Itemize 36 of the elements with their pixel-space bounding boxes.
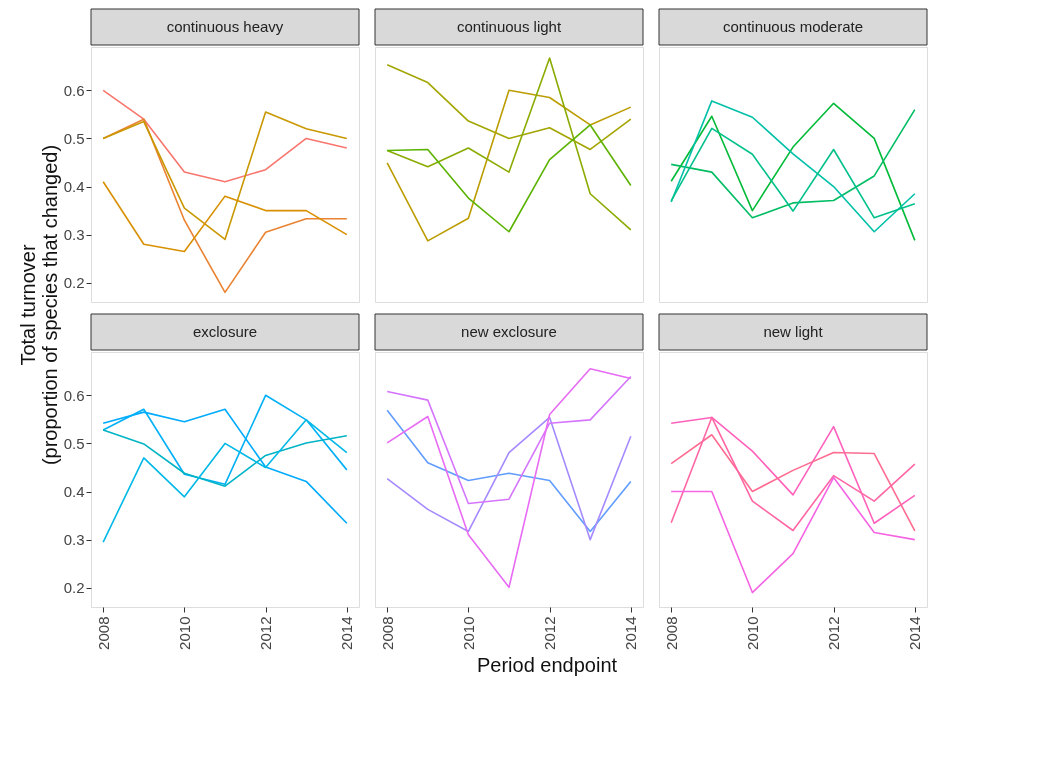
line-series (102, 118, 348, 294)
y-tick-label: 0.3 (63, 226, 85, 244)
y-tick-label: 0.4 (63, 178, 85, 196)
y-tick-label: 0.6 (63, 386, 85, 404)
chart-title: new light (763, 323, 824, 340)
x-tick-label: 2012 (825, 616, 843, 650)
y-axis-title: Total turnover (proportion of species that changed) (17, 144, 61, 466)
y-tick-label: 0.2 (63, 274, 85, 292)
x-tick-label: 2014 (622, 616, 640, 650)
y-tick-label: 0.2 (63, 579, 85, 597)
y-tick-label: 0.3 (63, 531, 85, 549)
chart-title: continuous heavy (166, 18, 284, 35)
y-tick-label: 0.6 (63, 81, 85, 99)
x-tick-label: 2012 (257, 616, 275, 650)
x-tick-label: 2014 (338, 616, 356, 650)
x-tick-label: 2008 (662, 616, 680, 650)
x-tick-label: 2010 (743, 616, 761, 650)
line-series (102, 180, 348, 253)
y-tick-label: 0.4 (63, 483, 85, 501)
x-axis-title: Period endpoint (476, 654, 618, 676)
line-series (102, 429, 348, 488)
line-series (102, 111, 348, 241)
line-series (102, 419, 348, 543)
x-tick-label: 2008 (378, 616, 396, 650)
x-tick-label: 2012 (541, 616, 559, 650)
chart-title: exclosure (192, 323, 258, 340)
x-tick-label: 2008 (94, 616, 112, 650)
x-tick-label: 2010 (175, 616, 193, 650)
chart-title: continuous moderate (722, 18, 864, 35)
x-tick-label: 2014 (906, 616, 924, 650)
line-series (102, 89, 348, 183)
chart-title: new exclosure (461, 323, 557, 340)
y-tick-label: 0.5 (63, 129, 85, 147)
chart-title: continuous light (456, 18, 562, 35)
x-tick-label: 2010 (459, 616, 477, 650)
y-tick-label: 0.5 (63, 434, 85, 452)
